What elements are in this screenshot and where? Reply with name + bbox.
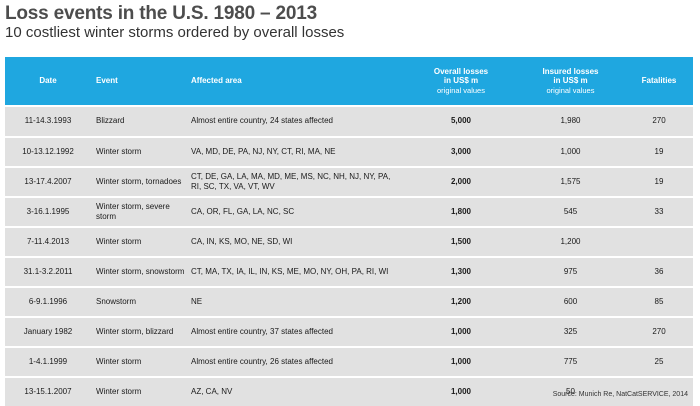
cell-date: 6-9.1.1996 [5,286,91,317]
cell-event: Winter storm [91,136,187,167]
cell-fatalities: 25 [625,346,693,377]
cell-affected-area: Almost entire country, 26 states affecte… [187,346,406,377]
cell-fatalities: 33 [625,196,693,227]
table-row: 10-13.12.1992 Winter storm VA, MD, DE, PA,… [5,136,693,167]
cell-insured-losses: 775 [516,346,625,377]
header-insured-losses-unit: in US$ m [553,76,588,86]
cell-fatalities: 270 [625,316,693,347]
page-title: Loss events in the U.S. 1980 – 2013 [5,3,317,24]
cell-event: Blizzard [91,105,187,137]
table-row: 6-9.1.1996 Snowstorm NE 1,200 600 85 [5,286,693,317]
header-date: Date [5,57,91,106]
cell-overall-losses: 1,000 [406,346,516,377]
cell-date: 3-16.1.1995 [5,196,91,227]
header-fatalities: Fatalities [625,57,693,106]
table-row: 31.1-3.2.2011 Winter storm, snowstorm CT, … [5,256,693,287]
cell-event: Winter storm [91,346,187,377]
cell-overall-losses: 1,000 [406,316,516,347]
cell-fatalities: 19 [625,136,693,167]
table-row: 7-11.4.2013 Winter storm CA, IN, KS, MO, N… [5,226,693,257]
cell-insured-losses: 50 [516,376,625,406]
cell-event: Winter storm, blizzard [91,316,187,347]
cell-date: 13-17.4.2007 [5,166,91,197]
cell-date: 13-15.1.2007 [5,376,91,406]
table-row: 13-17.4.2007 Winter storm, tornadoes CT, D… [5,166,693,197]
cell-date: 1-4.1.1999 [5,346,91,377]
source-note: Source: Munich Re, NatCatSERVICE, 2014 [552,391,688,398]
table-row: 11-14.3.1993 Blizzard Almost entire countr… [5,105,693,137]
cell-date: 7-11.4.2013 [5,226,91,257]
table-row: 3-16.1.1995 Winter storm, severe storm CA,… [5,196,693,227]
cell-insured-losses: 1,000 [516,136,625,167]
table-row: 13-15.1.2007 Winter storm AZ, CA, NV 1,000 5… [5,376,693,406]
table-row: January 1982 Winter storm, blizzard Almost… [5,316,693,347]
cell-fatalities: 36 [625,256,693,287]
cell-event: Winter storm [91,226,187,257]
cell-date: 11-14.3.1993 [5,105,91,137]
header-overall-losses: Overall losses in US$ m original values [406,57,516,106]
winter-storm-losses-table: Date Event Affected area Overall losses … [5,57,693,406]
cell-overall-losses: 1,500 [406,226,516,257]
cell-overall-losses: 1,300 [406,256,516,287]
cell-fatalities: 85 [625,286,693,317]
header-overall-losses-title: Overall losses [433,66,489,76]
cell-date: 10-13.12.1992 [5,136,91,167]
header-insured-losses: Insured losses in US$ m original values [516,57,625,106]
cell-overall-losses: 1,200 [406,286,516,317]
cell-insured-losses: 1,200 [516,226,625,257]
header-affected-area: Affected area [187,57,406,106]
table-row: 1-4.1.1999 Winter storm Almost entire coun… [5,346,693,377]
header-event: Event [91,57,187,106]
header-overall-losses-unit: in US$ m [443,76,479,86]
cell-insured-losses: 545 [516,196,625,227]
cell-affected-area: CT, DE, GA, LA, MA, MD, ME, MS, NC, NH, … [187,166,406,197]
cell-affected-area: CA, IN, KS, MO, NE, SD, WI [187,226,406,257]
header-insured-losses-title: Insured losses [542,66,599,76]
cell-date: 31.1-3.2.2011 [5,256,91,287]
cell-fatalities [625,226,693,257]
cell-affected-area: NE [187,286,406,317]
header-overall-losses-note: original values [437,85,485,95]
cell-date: January 1982 [5,316,91,347]
cell-event: Winter storm, snowstorm [91,256,187,287]
cell-affected-area: CT, MA, TX, IA, IL, IN, KS, ME, MO, NY, … [187,256,406,287]
cell-overall-losses: 3,000 [406,136,516,167]
cell-insured-losses: 1,980 [516,105,625,137]
cell-event: Snowstorm [91,286,187,317]
cell-insured-losses: 325 [516,316,625,347]
cell-insured-losses: 600 [516,286,625,317]
cell-overall-losses: 1,000 [406,376,516,406]
cell-insured-losses: 1,575 [516,166,625,197]
cell-overall-losses: 2,000 [406,166,516,197]
cell-event: Winter storm [91,376,187,406]
cell-insured-losses: 975 [516,256,625,287]
cell-overall-losses: 1,800 [406,196,516,227]
cell-overall-losses: 5,000 [406,105,516,137]
table-body: 11-14.3.1993 Blizzard Almost entire countr… [5,105,693,406]
cell-affected-area: Almost entire country, 24 states affecte… [187,105,406,137]
cell-affected-area: CA, OR, FL, GA, LA, NC, SC [187,196,406,227]
cell-affected-area: Almost entire country, 37 states affecte… [187,316,406,347]
page-subtitle: 10 costliest winter storms ordered by ov… [5,24,345,41]
cell-event: Winter storm, tornadoes [91,166,187,197]
cell-fatalities [625,376,693,406]
table-header-row: Date Event Affected area Overall losses … [5,57,693,106]
cell-affected-area: AZ, CA, NV [187,376,406,406]
cell-fatalities: 270 [625,105,693,137]
header-insured-losses-note: original values [546,85,595,95]
cell-affected-area: VA, MD, DE, PA, NJ, NY, CT, RI, MA, NE [187,136,406,167]
cell-event: Winter storm, severe storm [91,196,187,227]
cell-fatalities: 19 [625,166,693,197]
